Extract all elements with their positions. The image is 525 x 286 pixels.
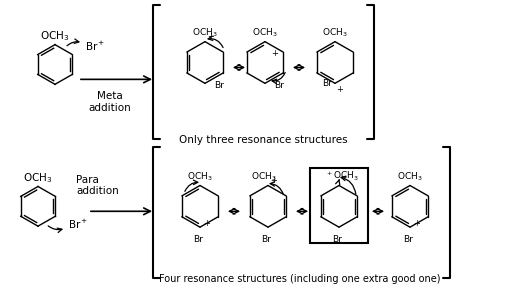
Text: +: + bbox=[271, 49, 278, 57]
Text: Br$^+$: Br$^+$ bbox=[85, 40, 105, 53]
Text: OCH$_3$: OCH$_3$ bbox=[397, 170, 423, 182]
Text: Br: Br bbox=[214, 81, 224, 90]
Text: OCH$_3$: OCH$_3$ bbox=[251, 170, 277, 182]
Text: Br: Br bbox=[193, 235, 203, 244]
Text: +: + bbox=[207, 32, 214, 41]
Text: +: + bbox=[270, 176, 277, 184]
Text: +: + bbox=[203, 219, 210, 228]
Text: OCH$_3$: OCH$_3$ bbox=[192, 26, 218, 39]
Text: +: + bbox=[336, 85, 343, 94]
Text: Br: Br bbox=[261, 235, 271, 244]
Text: +: + bbox=[413, 219, 420, 228]
Bar bbox=[310, 168, 368, 243]
Text: Br: Br bbox=[403, 235, 413, 244]
Text: $^+$OCH$_3$: $^+$OCH$_3$ bbox=[325, 169, 359, 182]
Text: OCH$_3$: OCH$_3$ bbox=[23, 171, 52, 184]
Text: Br: Br bbox=[322, 79, 332, 88]
Text: Only three resonance structures: Only three resonance structures bbox=[178, 135, 348, 145]
Text: OCH$_3$: OCH$_3$ bbox=[322, 26, 348, 39]
Text: Meta
addition: Meta addition bbox=[89, 91, 131, 113]
Text: Four resonance structures (including one extra good one): Four resonance structures (including one… bbox=[159, 274, 441, 284]
Text: Br: Br bbox=[274, 81, 284, 90]
Text: Br: Br bbox=[332, 235, 342, 244]
Text: OCH$_3$: OCH$_3$ bbox=[40, 29, 70, 43]
Text: Para
addition: Para addition bbox=[76, 175, 119, 196]
Text: Br$^+$: Br$^+$ bbox=[68, 218, 88, 231]
Text: OCH$_3$: OCH$_3$ bbox=[252, 26, 278, 39]
Text: OCH$_3$: OCH$_3$ bbox=[187, 170, 213, 182]
